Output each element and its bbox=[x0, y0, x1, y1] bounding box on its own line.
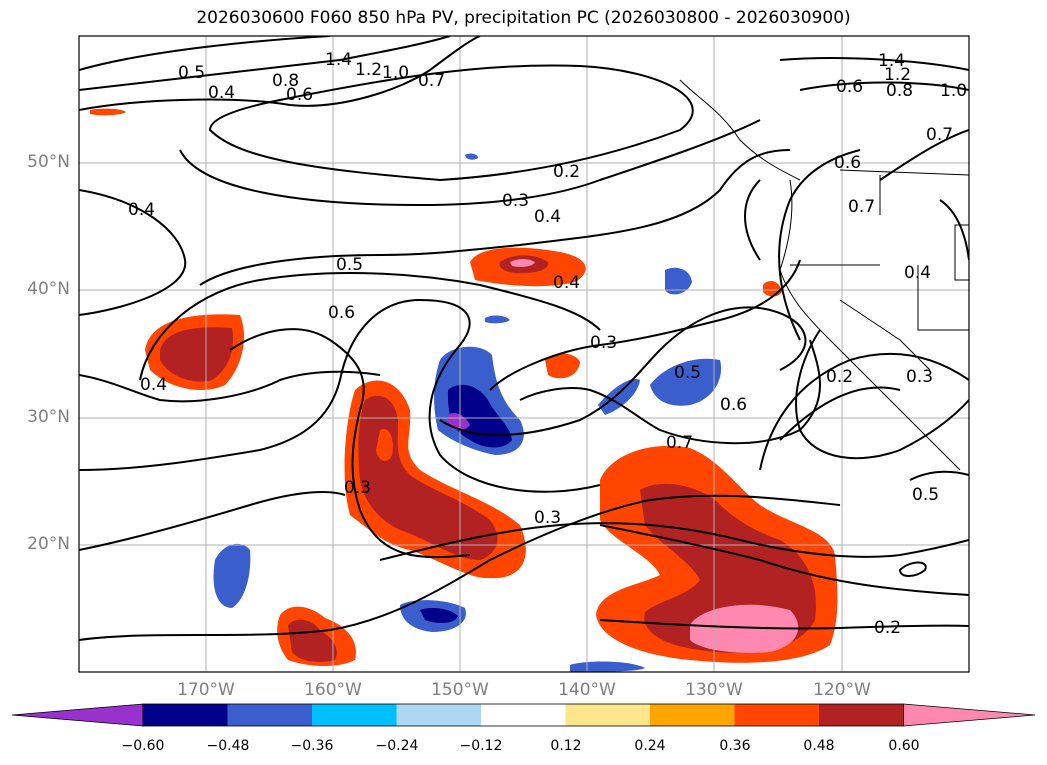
contour-label: 0.5 bbox=[336, 255, 363, 275]
contour-label: 1.4 bbox=[325, 50, 352, 70]
colorbar-segment bbox=[565, 704, 651, 726]
contour-label: 0.4 bbox=[128, 200, 155, 220]
contour-label: 0.4 bbox=[140, 375, 167, 395]
contour-label: 0.7 bbox=[418, 71, 445, 91]
colorbar-tick-label: 0.60 bbox=[888, 738, 920, 754]
lon-tick-label: 130°W bbox=[685, 680, 743, 700]
colorbar-tick-label: −0.60 bbox=[121, 738, 165, 754]
colorbar-tick-label: 0.36 bbox=[719, 738, 751, 754]
lat-tick-label: 40°N bbox=[27, 279, 70, 299]
contour-label: 0.4 bbox=[553, 273, 580, 293]
contour-label: 0.7 bbox=[926, 125, 953, 145]
colorbar-segment bbox=[650, 704, 735, 726]
contour-label: 0.3 bbox=[906, 367, 933, 387]
contour-label: 0.4 bbox=[534, 207, 561, 227]
colorbar bbox=[11, 703, 1036, 727]
colorbar-extend-low bbox=[11, 703, 144, 727]
contour-label: 1.2 bbox=[355, 60, 382, 80]
lon-tick-label: 140°W bbox=[558, 680, 616, 700]
pv-contours bbox=[79, 36, 969, 641]
lon-tick-label: 120°W bbox=[813, 680, 871, 700]
colorbar-segment bbox=[227, 704, 313, 726]
colorbar-segment bbox=[143, 704, 228, 726]
map-title: 2026030600 F060 850 hPa PV, precipitatio… bbox=[196, 8, 851, 28]
colorbar-tick-label: −0.36 bbox=[290, 738, 334, 754]
contour-label: 0.7 bbox=[666, 433, 693, 453]
contour-label: 1.2 bbox=[884, 65, 911, 85]
contour-label: 0.2 bbox=[874, 618, 901, 638]
colorbar-segment bbox=[396, 704, 482, 726]
contour-label: 0.6 bbox=[286, 85, 313, 105]
contour-label-group: 0.5 0.4 0.8 0.6 1.4 1.2 1.0 0.7 1.4 1.2 … bbox=[128, 50, 967, 638]
contour-label: 0.3 bbox=[590, 333, 617, 353]
colorbar-segment bbox=[819, 704, 904, 726]
colorbar-tick-label: −0.48 bbox=[206, 738, 250, 754]
contour-label: 0.2 bbox=[826, 367, 853, 387]
contour-label: 0.8 bbox=[272, 71, 299, 91]
lat-tick-label: 50°N bbox=[27, 152, 70, 172]
contour-label: 0.5 bbox=[912, 485, 939, 505]
colorbar-tick-label: 0.48 bbox=[803, 738, 835, 754]
colorbar-tick-label: −0.12 bbox=[459, 738, 503, 754]
colorbar-tick-label: −0.24 bbox=[375, 738, 419, 754]
contour-label: 1.4 bbox=[878, 51, 905, 71]
lat-tick-label: 30°N bbox=[27, 407, 70, 427]
contour-label: 0.8 bbox=[886, 81, 913, 101]
lon-tick-label: 150°W bbox=[431, 680, 489, 700]
contour-label: 0.4 bbox=[208, 83, 235, 103]
lon-tick-label: 170°W bbox=[177, 680, 235, 700]
contour-label: 0.2 bbox=[553, 162, 580, 182]
contour-label: 0.6 bbox=[834, 153, 861, 173]
colorbar-tick-label: 0.24 bbox=[634, 738, 666, 754]
contour-label: 0.3 bbox=[344, 478, 371, 498]
colorbar-extend-high bbox=[903, 703, 1036, 727]
plot-frame bbox=[78, 35, 970, 673]
contour-label: 0.3 bbox=[534, 508, 561, 528]
lon-tick-label: 160°W bbox=[304, 680, 362, 700]
contour-label: 0.6 bbox=[836, 77, 863, 97]
colorbar-segment bbox=[734, 704, 820, 726]
graticule bbox=[79, 36, 969, 672]
colorbar-frame bbox=[142, 703, 904, 727]
contour-label: 1.0 bbox=[940, 81, 967, 101]
precip-shading bbox=[90, 108, 838, 672]
contour-label: 1.0 bbox=[382, 63, 409, 83]
contour-label: 0.6 bbox=[328, 303, 355, 323]
colorbar-segment bbox=[481, 704, 566, 726]
contour-label: 0.5 bbox=[178, 63, 205, 83]
contour-label: 0.4 bbox=[904, 263, 931, 283]
coastlines bbox=[679, 79, 969, 471]
colorbar-tick-label: 0.12 bbox=[550, 738, 582, 754]
contour-label: 0.3 bbox=[502, 191, 529, 211]
lat-tick-label: 20°N bbox=[27, 534, 70, 554]
colorbar-segment bbox=[312, 704, 397, 726]
contour-label: 0.5 bbox=[674, 363, 701, 383]
contour-label: 0.7 bbox=[848, 197, 875, 217]
contour-label: 0.6 bbox=[720, 395, 747, 415]
